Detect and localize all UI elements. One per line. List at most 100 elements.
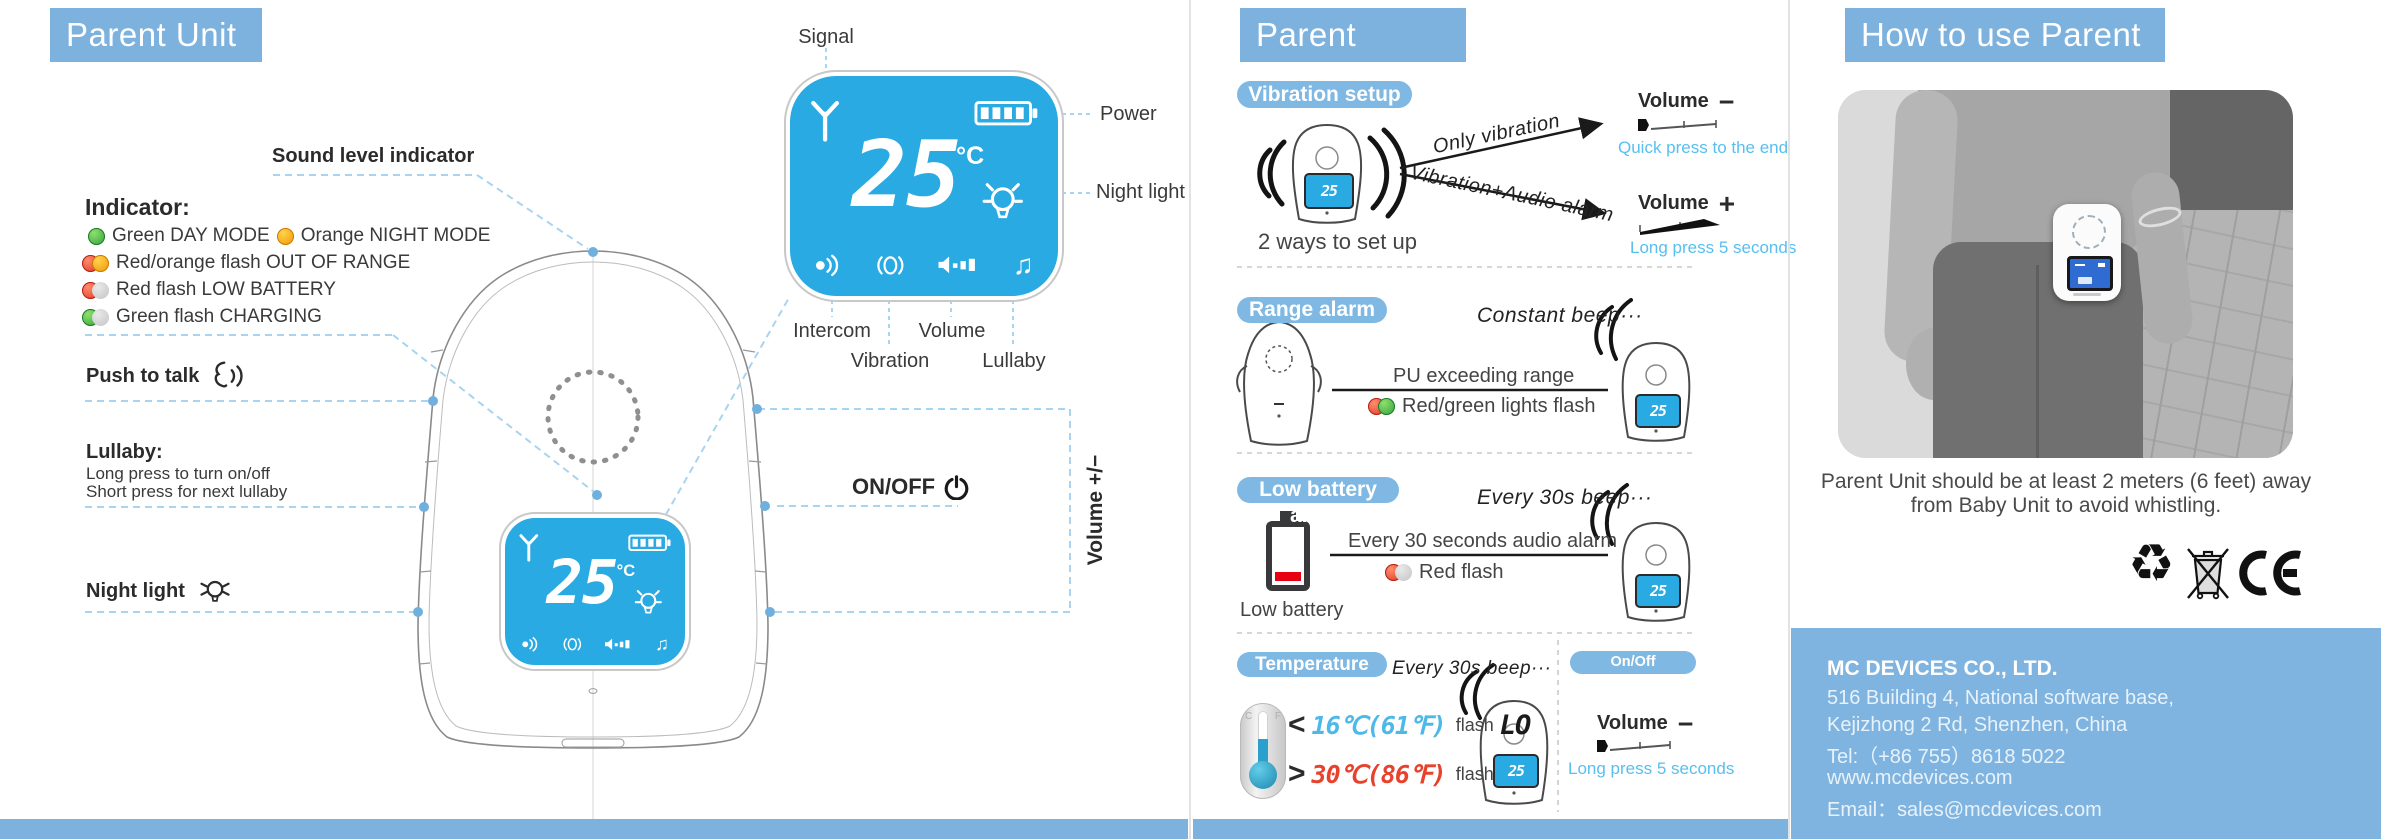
low-battery-beep-text: Every 30s beep··· [1477, 486, 1653, 509]
badge-text: Vibration setup [1248, 83, 1401, 106]
lullaby-heading: Lullaby: [86, 441, 163, 463]
temperature-unit: °C [956, 142, 985, 170]
ce-mark-icon [2239, 550, 2301, 596]
thermo-c-label: C [1245, 711, 1253, 722]
on-off-text: ON/OFF [852, 474, 936, 499]
battery-icon [628, 534, 671, 552]
panel1-title: Parent Unit [50, 8, 262, 62]
photo-blouse [1918, 90, 2170, 272]
lo-code: LO [1499, 709, 1532, 741]
badge-text: Temperature alarm [1255, 654, 1369, 700]
label-vibration: Vibration [850, 350, 930, 372]
mini-lcd: 25 [1635, 394, 1681, 428]
label-night-light: Night light [1096, 181, 1185, 203]
flash-word: flash [1455, 763, 1494, 784]
push-to-talk-text: Push to talk [86, 364, 200, 387]
greater-than-sign: > [1288, 757, 1306, 790]
volume-side-label: Volume +/− [1084, 454, 1107, 566]
lcd-display-large: 25 °C ♫ [790, 76, 1058, 296]
vibration-icon [875, 250, 906, 281]
vibration-icon [562, 634, 583, 655]
low-battery-rule-top: Every 30 seconds audio alarm [1348, 530, 1618, 552]
plus-sign: + [1718, 187, 1736, 219]
usage-note-line2: from Baby Unit to avoid whistling. [1910, 494, 2222, 517]
night-light-display-icon [980, 177, 1026, 228]
signal-icon [518, 531, 540, 563]
usage-photo [1838, 90, 2293, 458]
bottom-bar-middle [1193, 819, 1788, 839]
signal-icon [809, 96, 841, 144]
badge-text: Range alarm [1248, 298, 1376, 321]
bottom-bar-left [0, 819, 1188, 839]
volume-plus-row: Volume + [1638, 187, 1736, 219]
indicator-row-3: Red flash LOW BATTERY [82, 279, 336, 301]
label-intercom: Intercom [793, 320, 871, 342]
volume-minus-row: Volume − [1638, 86, 1735, 117]
volume-word: Volume [1597, 712, 1668, 734]
fold-line-2 [1788, 0, 1790, 839]
temperature-readout: 25 [546, 548, 618, 619]
indicator-row-1: Green DAY MODE Orange NIGHT MODE [88, 225, 490, 247]
mini-temp: 25 [1649, 582, 1667, 600]
onoff-hint: Long press 5 seconds [1568, 759, 1735, 778]
green-flash-led-icon [82, 308, 109, 326]
on-off-label: ON/OFF [852, 474, 969, 500]
temperature-readout: 25 [851, 120, 962, 228]
indicator-label: Red/orange flash OUT OF RANGE [116, 252, 411, 273]
mini-lcd: 25 [1635, 574, 1681, 608]
vibration-setup-badge: Vibration setup [1237, 81, 1412, 108]
green-led-icon [88, 227, 105, 245]
low-battery-rule-bottom: Red flash [1385, 561, 1504, 584]
lullaby-line1: Long press to turn on/off [86, 464, 270, 483]
panel1-title-text: Parent Unit [66, 16, 237, 53]
hint-quick-press: Quick press to the end [1618, 138, 1789, 157]
lullaby-line2: Short press for next lullaby [86, 482, 288, 501]
weee-icon [2187, 548, 2229, 600]
night-light-icon [197, 576, 233, 606]
company-email: Email：sales@mcdevices.com [1827, 799, 2102, 821]
badge-text: Low battery alarm [1259, 478, 1377, 527]
range-alarm-badge: Range alarm [1237, 297, 1387, 323]
company-name: MC DEVICES CO., LTD. [1827, 657, 2058, 680]
photo-unit-screen [2067, 256, 2113, 291]
mini-lcd: 25 [1493, 754, 1539, 788]
indicator-label: Red flash LOW BATTERY [116, 279, 336, 300]
vibration-caption: 2 ways to set up [1258, 229, 1417, 254]
thermo-f-label: F [1274, 711, 1281, 722]
push-to-talk-label: Push to talk [86, 360, 247, 392]
minus-sign: − [1677, 708, 1694, 739]
lcd-display-small: 25 °C ♫ [505, 518, 685, 665]
mini-temp: 25 [1507, 762, 1525, 780]
intercom-icon [814, 250, 843, 281]
red-flash-led-icon [1385, 564, 1412, 581]
panel2-title: Parent alarms [1240, 8, 1466, 107]
night-light-text: Night light [86, 579, 185, 602]
indicator-label: Orange NIGHT MODE [300, 225, 491, 246]
volume-word: Volume [1638, 192, 1709, 214]
photo-parent-unit [2053, 204, 2121, 301]
less-than-sign: < [1288, 708, 1306, 741]
label-power: Power [1100, 103, 1157, 125]
badge-text: On/Off temperature alarm [1591, 654, 1675, 716]
mini-temp: 25 [1320, 182, 1338, 200]
volume-icon [604, 635, 634, 654]
usage-note-line1: Parent Unit should be at least 2 meters … [1820, 470, 2312, 493]
rule-text: Red/green lights flash [1402, 395, 1596, 417]
thermometer-icon: C F [1240, 703, 1286, 799]
minus-sign: − [1718, 86, 1735, 117]
hint-long-press: Long press 5 seconds [1630, 238, 1797, 257]
label-signal: Signal [798, 26, 854, 48]
push-to-talk-icon [209, 360, 247, 392]
recycle-icon: ♻ [2128, 535, 2175, 593]
volume-word: Volume [1638, 90, 1709, 112]
sound-level-label: Sound level indicator [272, 145, 475, 167]
photo-unit-wordmark [2073, 293, 2101, 296]
indicator-label: Green flash CHARGING [116, 306, 322, 327]
night-light-label: Night light [86, 576, 233, 606]
flash-word: flash [1455, 714, 1494, 735]
temp-low-value: 16℃(61℉) [1311, 710, 1447, 740]
indicator-heading: Indicator: [85, 194, 190, 220]
temp-high-value: 30℃(86℉) [1311, 759, 1447, 789]
rule-text: Red flash [1419, 561, 1504, 583]
